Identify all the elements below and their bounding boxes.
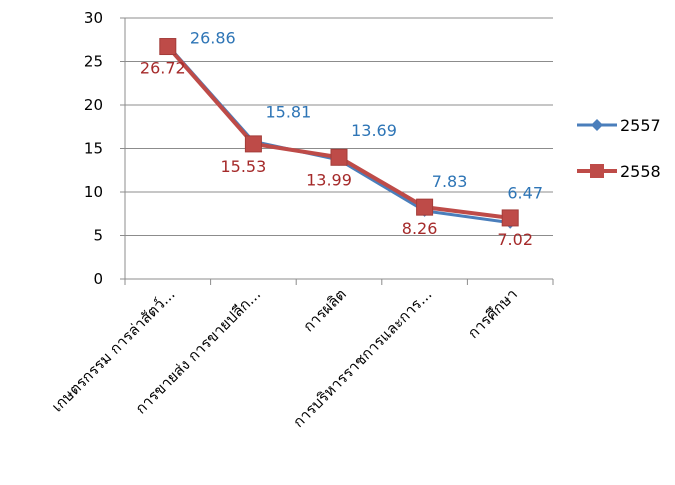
legend-label: 2558 — [620, 162, 661, 181]
y-tick-label: 30 — [84, 9, 103, 27]
x-tick-label: การผลิต — [299, 285, 349, 335]
data-label-2557: 15.81 — [265, 102, 311, 121]
y-tick-label: 0 — [93, 270, 103, 288]
y-tick-label: 15 — [84, 140, 103, 158]
gridlines — [125, 17, 553, 236]
x-tick-label: การศึกษา — [464, 285, 521, 342]
data-label-2558: 7.02 — [497, 230, 533, 249]
data-label-2557: 7.83 — [432, 172, 468, 191]
data-label-2557: 6.47 — [507, 184, 543, 203]
data-label-2557: 26.86 — [190, 28, 236, 47]
data-point-2558 — [501, 209, 519, 227]
y-axis: 0 5 10 15 20 25 30 — [84, 9, 126, 288]
x-axis: เกษตรกรรม การล่าสัตว์...การขายส่ง การขาย… — [48, 278, 554, 431]
y-tick-label: 25 — [84, 53, 103, 71]
data-point-2558 — [416, 198, 434, 216]
data-labels: 26.86 15.81 13.69 7.83 6.47 26.72 15.53 13.99 8.… — [140, 28, 543, 249]
x-tick-label: การบริหารราชการและการ... — [289, 285, 435, 431]
series-line-2557 — [166, 44, 511, 225]
data-label-2558: 13.99 — [306, 170, 352, 189]
data-point-2558 — [330, 148, 348, 166]
data-label-2558: 8.26 — [402, 219, 438, 238]
y-tick-label: 20 — [84, 96, 103, 114]
data-label-2558: 15.53 — [220, 157, 266, 176]
data-label-2558: 26.72 — [140, 59, 186, 78]
legend: 2557 2558 — [577, 116, 661, 181]
y-tick-label: 5 — [93, 227, 103, 245]
data-label-2557: 13.69 — [351, 121, 397, 140]
legend-label: 2557 — [620, 116, 661, 135]
legend-marker — [590, 164, 604, 178]
series-lines — [159, 38, 519, 229]
data-point-2558 — [244, 135, 262, 153]
legend-marker — [591, 119, 603, 131]
data-point-2558 — [159, 38, 177, 56]
y-tick-label: 10 — [84, 183, 103, 201]
